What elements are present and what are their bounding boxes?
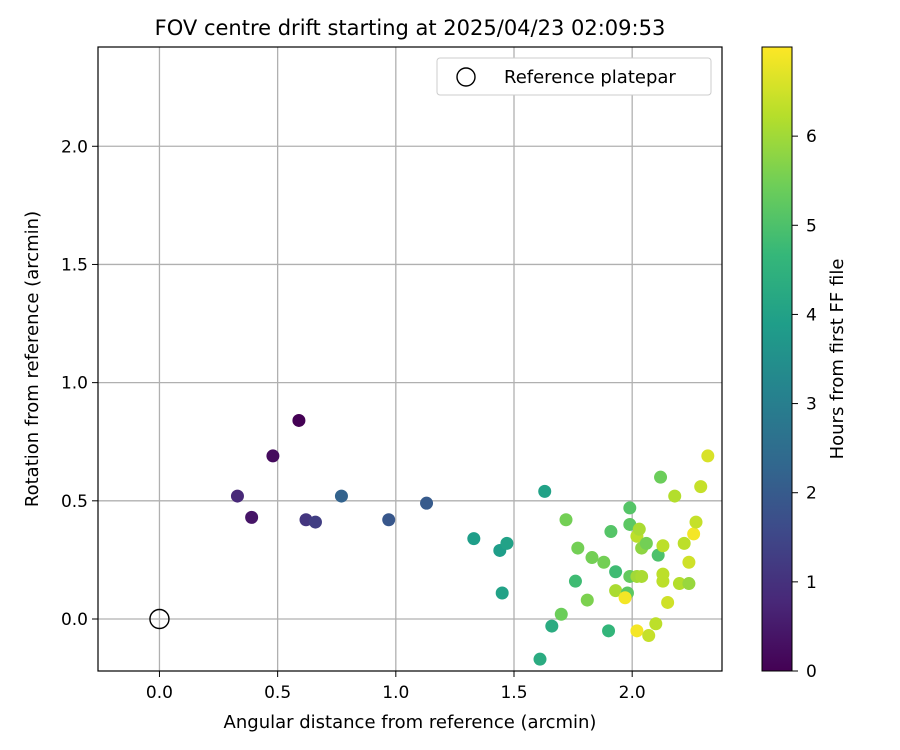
data-point	[571, 541, 585, 555]
data-point	[639, 536, 653, 550]
data-point	[538, 484, 552, 498]
data-point	[635, 569, 649, 583]
data-point	[266, 449, 280, 463]
y-axis-ticks: 0.0 0.5 1.0 1.5 2.0	[61, 137, 98, 630]
data-point	[677, 536, 691, 550]
data-point	[701, 449, 715, 463]
data-point	[559, 513, 573, 527]
data-point	[642, 629, 656, 643]
colorbar-ticks: 0 1 2 3 4 5 6	[792, 127, 817, 682]
data-point	[554, 607, 568, 621]
data-point	[654, 470, 668, 484]
colorbar-label: Hours from first FF file	[827, 259, 848, 460]
data-point	[661, 595, 675, 609]
y-tick-label: 1.5	[61, 255, 88, 275]
data-point	[609, 565, 623, 579]
data-point	[602, 624, 616, 638]
data-point	[533, 652, 547, 666]
colorbar: 0 1 2 3 4 5 6 Hours from first FF file	[761, 46, 848, 682]
data-point	[420, 496, 434, 510]
data-point	[604, 525, 618, 539]
data-point	[585, 551, 599, 565]
data-point	[568, 574, 582, 588]
data-point	[382, 513, 396, 527]
x-tick-label: 2.0	[619, 683, 646, 703]
data-point	[597, 555, 611, 569]
x-axis-label: Angular distance from reference (arcmin)	[224, 712, 597, 733]
data-point	[334, 489, 348, 503]
y-tick-label: 0.0	[61, 610, 88, 630]
data-point	[618, 591, 632, 605]
colorbar-gradient	[761, 46, 793, 672]
y-tick-label: 1.0	[61, 374, 88, 394]
y-tick-label: 2.0	[61, 137, 88, 157]
data-point	[609, 584, 623, 598]
colorbar-tick-label: 1	[806, 573, 817, 593]
data-points	[230, 413, 715, 666]
data-point	[656, 567, 670, 581]
data-point	[495, 586, 509, 600]
colorbar-tick-label: 4	[806, 305, 817, 325]
colorbar-tick-label: 0	[806, 662, 817, 682]
data-point	[668, 489, 682, 503]
reference-marker	[149, 608, 170, 630]
data-point	[545, 619, 559, 633]
plot-frame	[97, 46, 723, 672]
x-tick-label: 1.0	[382, 683, 409, 703]
data-point	[687, 527, 701, 541]
chart-title: FOV centre drift starting at 2025/04/23 …	[155, 16, 666, 40]
data-point	[672, 577, 686, 591]
x-tick-label: 0.0	[146, 683, 173, 703]
data-point	[689, 515, 703, 529]
legend-label-reference-platepar: Reference platepar	[504, 67, 676, 88]
data-point	[656, 539, 670, 553]
data-point	[694, 480, 708, 494]
data-point	[682, 555, 696, 569]
legend: Reference platepar	[436, 57, 712, 96]
legend-box	[436, 57, 712, 96]
data-point	[580, 593, 594, 607]
x-tick-label: 0.5	[264, 683, 291, 703]
colorbar-tick-label: 3	[806, 395, 817, 415]
data-point	[630, 624, 644, 638]
data-point	[245, 510, 259, 524]
y-tick-label: 0.5	[61, 492, 88, 512]
data-point	[500, 536, 514, 550]
data-point	[623, 501, 637, 515]
data-point	[308, 515, 322, 529]
data-point	[230, 489, 244, 503]
x-axis-ticks: 0.0 0.5 1.0 1.5 2.0	[146, 671, 646, 703]
data-point	[467, 532, 481, 546]
data-point	[292, 413, 306, 427]
colorbar-tick-label: 2	[806, 484, 817, 504]
data-point	[649, 617, 663, 631]
colorbar-tick-label: 6	[806, 127, 817, 147]
data-point	[682, 577, 696, 591]
y-axis-label: Rotation from reference (arcmin)	[22, 211, 43, 507]
data-point	[632, 522, 646, 536]
grid-lines	[98, 47, 722, 671]
reference-point	[149, 608, 170, 630]
legend-reference-marker	[456, 67, 476, 87]
colorbar-tick-label: 5	[806, 216, 817, 236]
x-tick-label: 1.5	[500, 683, 527, 703]
